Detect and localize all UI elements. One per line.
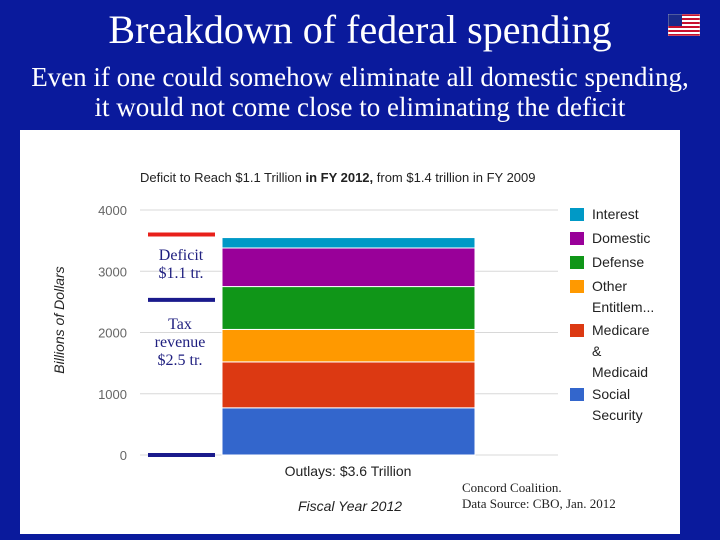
legend-swatch bbox=[570, 208, 584, 221]
source-credit: Concord Coalition. Data Source: CBO, Jan… bbox=[462, 480, 616, 512]
legend-label: Social Security bbox=[592, 386, 643, 423]
legend-label: Other Entitlem... bbox=[592, 278, 654, 315]
legend-label: Domestic bbox=[592, 230, 650, 246]
tax-label-2: revenue bbox=[154, 333, 206, 351]
legend-label: Medicare & Medicaid bbox=[592, 322, 650, 380]
y-tick-label: 1000 bbox=[98, 387, 127, 402]
subtitle-line-2: it would not come close to eliminating t… bbox=[94, 92, 626, 122]
credit-line-2: Data Source: CBO, Jan. 2012 bbox=[462, 496, 616, 511]
bar-segment-medicare-medicaid bbox=[221, 361, 476, 409]
chart-panel: 0 1000 2000 3000 4000 Interest Domestic Defens… bbox=[20, 130, 680, 534]
credit-line-1: Concord Coalition. bbox=[462, 480, 562, 495]
y-tick-label: 0 bbox=[120, 448, 127, 463]
chart-title: Deficit to Reach $1.1 Trillion in FY 201… bbox=[140, 170, 536, 185]
chart-title-fy: in FY 2012, bbox=[305, 170, 376, 185]
y-tick-label: 3000 bbox=[98, 264, 127, 279]
deficit-annotation: Deficit $1.1 tr. bbox=[141, 247, 221, 283]
subtitle: Even if one could somehow eliminate all … bbox=[0, 62, 720, 122]
slide-title: Breakdown of federal spending bbox=[108, 7, 612, 52]
subtitle-line-1: Even if one could somehow eliminate all … bbox=[31, 62, 689, 92]
x-category-label: Outlays: $3.6 Trillion bbox=[285, 463, 412, 479]
deficit-value: $1.1 tr. bbox=[158, 264, 204, 282]
bar-segment-defense bbox=[221, 286, 476, 330]
legend-label: Interest bbox=[592, 206, 639, 222]
chart-title-main: Deficit to Reach $1.1 Trillion bbox=[140, 170, 305, 185]
tax-label: Tax bbox=[168, 315, 192, 333]
stacked-bar-chart: 0 1000 2000 3000 4000 Interest Domestic Defens… bbox=[51, 170, 654, 514]
tax-annotation: Tax revenue $2.5 tr. bbox=[138, 316, 222, 370]
y-tick-label: 4000 bbox=[98, 203, 127, 218]
deficit-label: Deficit bbox=[158, 246, 204, 264]
tax-value: $2.5 tr. bbox=[157, 351, 203, 369]
y-axis-label: Billions of Dollars bbox=[51, 266, 67, 373]
y-tick-label: 2000 bbox=[98, 326, 127, 341]
legend-label: Defense bbox=[592, 254, 644, 270]
us-flag-icon bbox=[668, 14, 700, 36]
bar-segment-other-entitlem bbox=[221, 328, 476, 363]
legend-swatch bbox=[570, 232, 584, 245]
chart-title-suffix: from $1.4 trillion in FY 2009 bbox=[377, 170, 536, 185]
bar-segment-interest bbox=[221, 237, 476, 249]
bar-segment-social-security bbox=[221, 407, 476, 456]
legend-swatch bbox=[570, 388, 584, 401]
x-axis-label: Fiscal Year 2012 bbox=[298, 498, 402, 514]
legend-swatch bbox=[570, 324, 584, 337]
legend-swatch bbox=[570, 256, 584, 269]
legend-swatch bbox=[570, 280, 584, 293]
bar-segment-domestic bbox=[221, 247, 476, 288]
